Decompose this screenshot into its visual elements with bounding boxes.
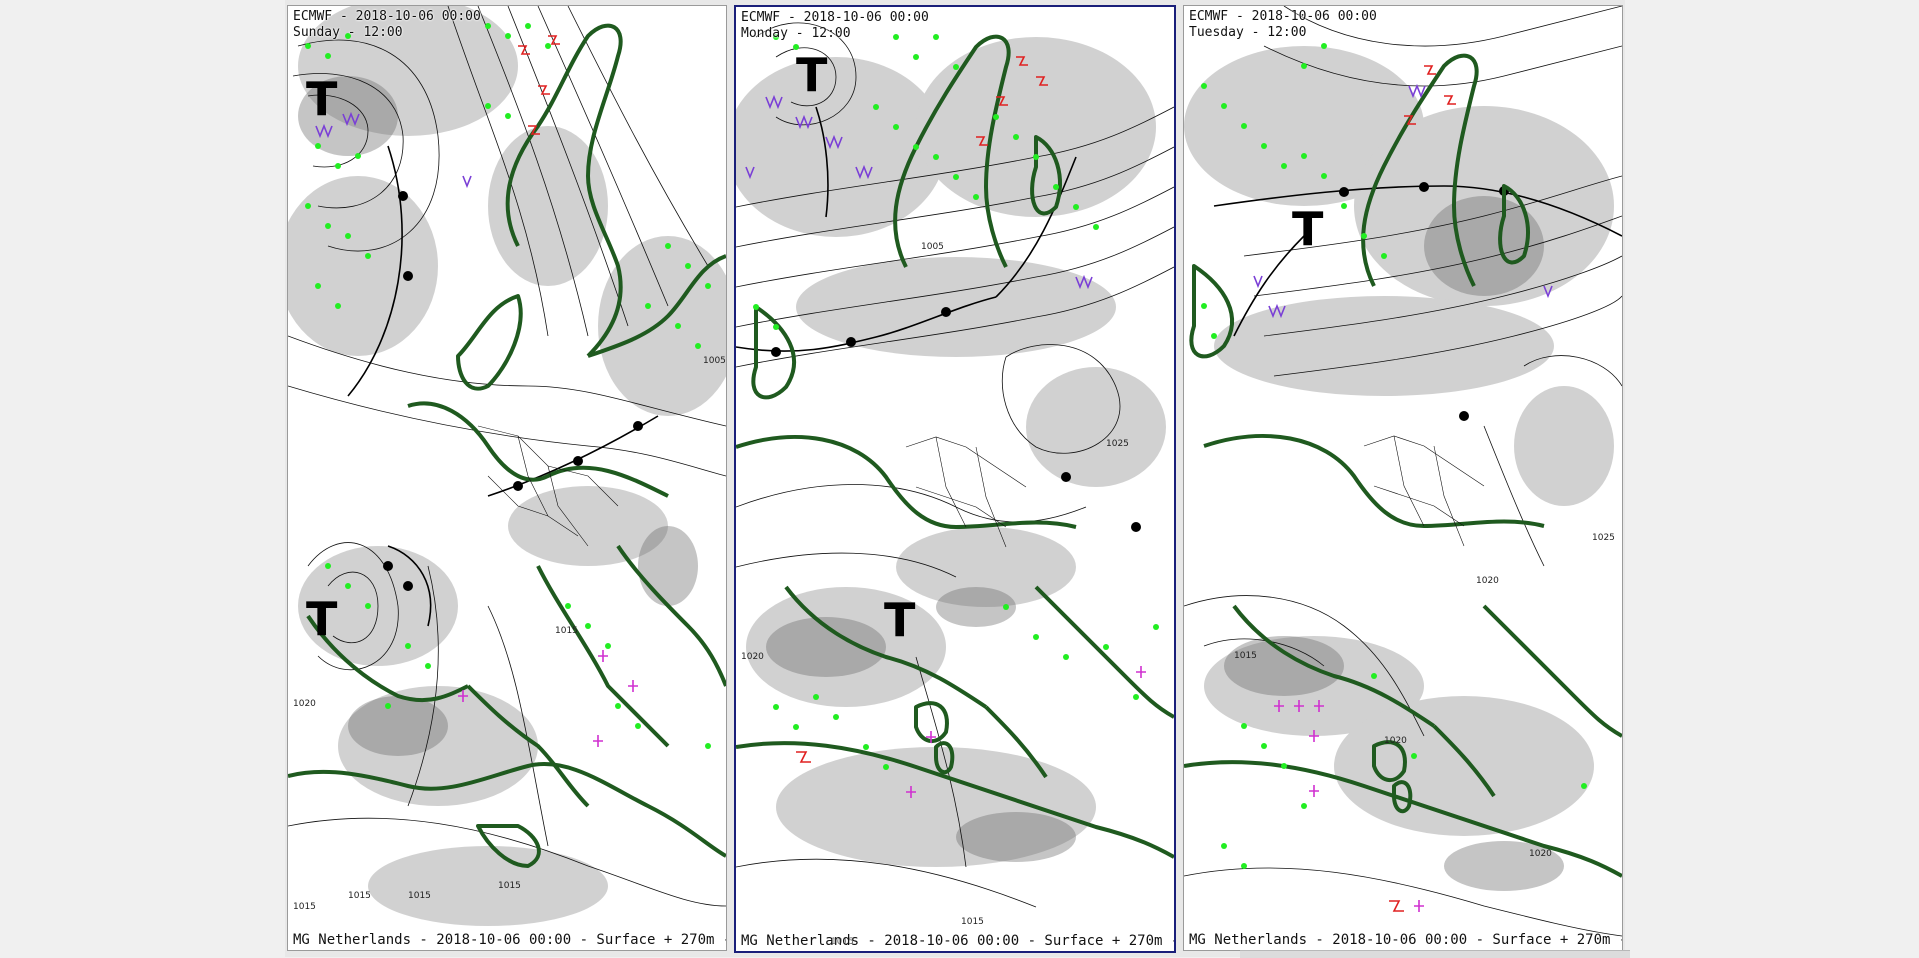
isobars xyxy=(1184,6,1622,937)
thunder-symbols xyxy=(796,56,1048,763)
isobar-label: 1020 xyxy=(293,699,316,709)
weather-map xyxy=(1184,6,1622,937)
panel-header-model-run: ECMWF - 2018-10-06 00:00 xyxy=(293,9,481,24)
low-pressure-marker: T xyxy=(306,592,338,646)
isobar-label: 1015 xyxy=(348,891,371,901)
forecast-panel-sunday[interactable]: T T 1005 1015 1020 1015 1015 1015 1015 E… xyxy=(287,5,727,951)
isobar-label: 1015 xyxy=(293,902,316,912)
panel-footer: MG Netherlands - 2018-10-06 00:00 - Surf… xyxy=(741,933,1174,949)
isobar-label: 1005 xyxy=(921,242,944,252)
snow-symbols xyxy=(315,111,472,189)
weather-map xyxy=(736,22,1174,908)
weather-map xyxy=(288,6,726,926)
map-viewer: T T 1005 1015 1020 1015 1015 1015 1015 E… xyxy=(285,0,1625,957)
panel-header-valid-time: Sunday - 12:00 xyxy=(293,25,403,40)
low-pressure-marker: T xyxy=(306,72,338,126)
rain-symbols xyxy=(1201,43,1587,869)
country-borders xyxy=(477,425,619,547)
front-markers xyxy=(771,307,1141,532)
rain-symbols xyxy=(305,23,711,749)
isobar-label: 1015 xyxy=(831,937,854,947)
front-line xyxy=(1213,185,1622,337)
coastlines xyxy=(288,23,726,868)
isobar-label: 1020 xyxy=(1476,576,1499,586)
panel-footer: MG Netherlands - 2018-10-06 00:00 - Surf… xyxy=(1189,932,1622,948)
panel-header-model-run: ECMWF - 2018-10-06 00:00 xyxy=(741,10,929,25)
forecast-panel-tuesday[interactable]: T 1025 1020 1015 1020 1020 ECMWF - 2018-… xyxy=(1183,5,1623,951)
coastlines xyxy=(736,34,1174,859)
panel-footer: MG Netherlands - 2018-10-06 00:00 - Surf… xyxy=(293,932,726,948)
isobar-label: 1015 xyxy=(1234,651,1257,661)
storm-symbols xyxy=(458,650,638,747)
cloud-shading-dark xyxy=(298,76,698,756)
isobar-label: 1015 xyxy=(498,881,521,891)
isobar-label: 1025 xyxy=(1106,439,1129,449)
cloud-shading-dark xyxy=(766,587,1076,862)
low-pressure-marker: T xyxy=(1292,202,1324,256)
panel-header-valid-time: Monday - 12:00 xyxy=(741,26,851,41)
isobar-label: 1015 xyxy=(408,891,431,901)
low-pressure-marker: T xyxy=(796,48,828,102)
panel-header-valid-time: Tuesday - 12:00 xyxy=(1189,25,1307,40)
cloud-shading xyxy=(736,37,1166,867)
storm-symbols xyxy=(1274,700,1424,912)
panel-header-model-run: ECMWF - 2018-10-06 00:00 xyxy=(1189,9,1377,24)
country-borders xyxy=(1363,435,1485,547)
isobar-label: 1005 xyxy=(703,356,726,366)
isobar-label: 1015 xyxy=(961,917,984,927)
snow-symbols xyxy=(1253,83,1553,319)
front-line xyxy=(736,106,1077,352)
coastlines xyxy=(1184,53,1622,878)
thunder-symbols xyxy=(1389,65,1456,912)
forecast-panel-monday[interactable]: T T 1005 1025 1020 1015 1015 ECMWF - 201… xyxy=(734,5,1176,953)
status-strip xyxy=(1240,950,1630,958)
front-markers xyxy=(383,191,643,591)
cloud-shading xyxy=(1184,46,1614,836)
cloud-shading-dark xyxy=(1224,196,1564,891)
isobar-label: 1020 xyxy=(741,652,764,662)
isobar-label: 1025 xyxy=(1592,533,1615,543)
isobar-label: 1020 xyxy=(1384,736,1407,746)
isobar-label: 1020 xyxy=(1529,849,1552,859)
storm-symbols xyxy=(906,666,1146,798)
thunder-symbols xyxy=(518,35,560,135)
country-borders xyxy=(905,436,1027,548)
snow-symbols xyxy=(745,94,1093,290)
rain-symbols xyxy=(753,34,1159,770)
isobar-label: 1015 xyxy=(555,626,578,636)
low-pressure-marker: T xyxy=(884,593,916,647)
